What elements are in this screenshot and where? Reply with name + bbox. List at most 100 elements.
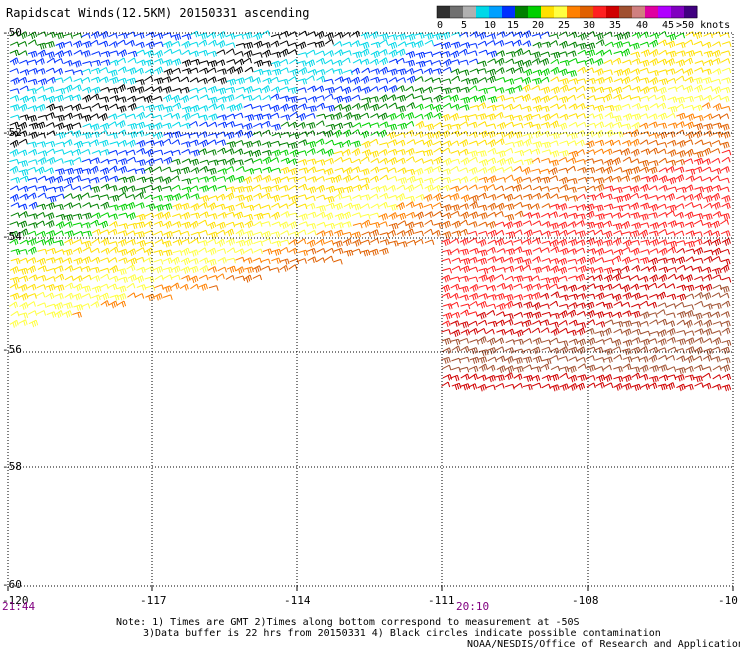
wind-barb — [253, 192, 263, 200]
wind-barb — [577, 66, 587, 74]
wind-barb — [63, 139, 73, 146]
wind-barb — [559, 59, 570, 67]
wind-barb — [487, 320, 498, 328]
wind-barb — [441, 381, 451, 388]
legend-swatch — [463, 6, 477, 18]
wind-barb — [36, 203, 47, 210]
wind-barb — [523, 293, 533, 301]
wind-barb — [576, 302, 586, 309]
wind-barb — [640, 86, 650, 95]
wind-barb — [702, 372, 711, 379]
wind-barb — [559, 366, 570, 373]
wind-barb — [496, 302, 506, 311]
wind-barb — [532, 192, 542, 200]
legend-swatch — [580, 6, 594, 18]
wind-barb — [512, 39, 522, 47]
wind-barb — [89, 131, 100, 138]
wind-barb — [712, 131, 723, 138]
wind-barb — [460, 257, 471, 265]
wind-barb — [28, 159, 38, 165]
wind-barb — [125, 202, 136, 210]
wind-barb — [135, 41, 145, 49]
legend-swatch — [619, 6, 633, 18]
wind-barb — [720, 264, 730, 273]
wind-barb — [181, 158, 192, 164]
wind-barb — [289, 58, 299, 65]
wind-barb — [622, 328, 632, 337]
wind-barb — [559, 346, 569, 354]
wind-barb — [649, 274, 659, 283]
wind-barb — [656, 94, 667, 102]
wind-barb — [270, 184, 280, 192]
wind-barb — [485, 384, 496, 391]
wind-barb — [153, 95, 163, 102]
wind-barb — [504, 275, 514, 282]
wind-barb — [315, 40, 325, 48]
wind-barb — [342, 238, 352, 247]
wind-barb — [261, 41, 271, 49]
wind-barb — [108, 241, 118, 247]
wind-barb — [567, 266, 578, 273]
wind-barb — [116, 300, 127, 308]
wind-barb — [226, 257, 236, 264]
wind-barb — [145, 41, 155, 49]
wind-barb — [225, 228, 235, 237]
wind-barb — [243, 86, 254, 94]
wind-barb — [622, 320, 632, 328]
wind-barb — [333, 95, 344, 104]
wind-barb — [719, 123, 730, 131]
wind-barb — [361, 86, 371, 94]
wind-barb — [163, 105, 173, 113]
wind-barb — [217, 266, 227, 273]
wind-barb — [675, 103, 685, 110]
wind-barb — [674, 221, 685, 228]
wind-barb — [253, 221, 263, 227]
wind-barb — [369, 96, 379, 103]
wind-barb — [683, 85, 694, 93]
wind-barb — [17, 41, 28, 47]
wind-barb — [694, 139, 704, 146]
wind-barb — [37, 185, 48, 192]
wind-barb — [126, 185, 136, 192]
wind-barb — [225, 221, 236, 228]
wind-barb — [332, 174, 342, 183]
wind-barb — [316, 248, 326, 254]
wind-barb — [198, 240, 208, 247]
wind-barb — [504, 256, 514, 264]
wind-barb — [297, 183, 308, 191]
wind-barb — [100, 237, 110, 246]
wind-barb — [287, 31, 298, 37]
legend-label: 10 — [484, 20, 497, 31]
wind-barb — [144, 241, 155, 247]
wind-barb — [568, 150, 579, 158]
wind-barb — [676, 367, 686, 374]
wind-barb — [721, 373, 732, 381]
wind-barb — [414, 76, 424, 82]
legend-swatch — [528, 6, 542, 18]
wind-barb — [469, 356, 480, 364]
wind-barb — [134, 275, 145, 284]
wind-barb — [370, 166, 380, 174]
wind-barb — [396, 105, 406, 113]
wind-barb — [244, 248, 254, 254]
wind-barb — [190, 283, 199, 290]
wind-barb — [451, 220, 461, 229]
wind-barb — [720, 58, 731, 64]
wind-barb — [98, 40, 109, 48]
wind-barb — [172, 193, 182, 201]
wind-barb — [341, 95, 352, 103]
wind-barb — [99, 122, 110, 131]
wind-barb — [649, 69, 659, 77]
wind-barb — [577, 284, 587, 292]
wind-barb — [432, 184, 442, 192]
wind-barb — [431, 77, 442, 84]
wind-barb — [505, 383, 515, 390]
wind-barb — [136, 147, 146, 155]
wind-barb — [658, 78, 669, 86]
wind-barb — [667, 149, 677, 157]
wind-barb — [351, 129, 361, 135]
wind-barb — [207, 60, 218, 68]
wind-barb — [198, 274, 209, 281]
wind-barb — [620, 265, 630, 273]
